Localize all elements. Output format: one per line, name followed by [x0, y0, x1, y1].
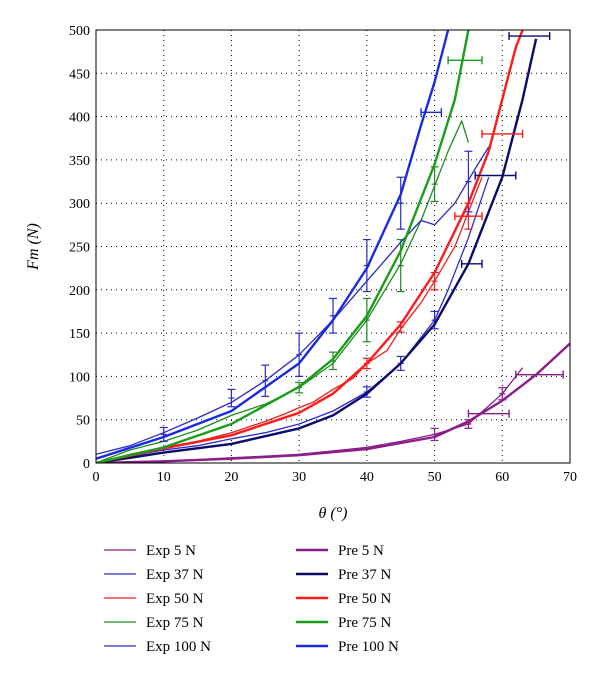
y-tick-label: 200: [69, 284, 90, 299]
series-line-pre-75-n: [96, 30, 470, 463]
series-line-pre-5-n: [96, 342, 570, 463]
h-error-bar-pre-37-n: [508, 32, 551, 41]
y-tick-label: 450: [69, 67, 90, 82]
series-line-exp-75-n: [96, 120, 470, 463]
legend-layer: Exp 5 N Exp 37 N Exp 50 N Exp 75 N Exp 100 N…: [104, 543, 399, 655]
error-bar-exp-100-n: [159, 426, 168, 442]
legend-label: Pre 75 N: [338, 615, 391, 631]
y-axis-label: Fm (N): [25, 223, 42, 271]
h-error-bar-pre-50-n: [454, 212, 483, 221]
error-bar-exp-100-n: [227, 388, 236, 408]
y-tick-label: 500: [69, 24, 90, 39]
error-bar-exp-100-n: [396, 176, 405, 230]
legend-item-pre-50-n: Pre 50 N: [296, 591, 391, 607]
y-tick-label: 250: [69, 241, 90, 256]
h-error-bar-pre-100-n: [420, 108, 443, 117]
legend-item-pre-100-n: Pre 100 N: [296, 639, 399, 655]
legend-label: Exp 5 N: [146, 543, 196, 559]
legend-label: Pre 37 N: [338, 567, 391, 583]
series-layer: [96, 30, 570, 463]
error-bar-exp-5-n: [430, 427, 439, 442]
y-tick-label: 100: [69, 370, 90, 385]
legend-label: Exp 75 N: [146, 615, 204, 631]
y-tick-label: 0: [83, 457, 90, 472]
legend-label: Pre 100 N: [338, 639, 399, 655]
x-tick-label: 10: [157, 470, 171, 485]
x-tick-label: 0: [93, 470, 100, 485]
y-tick-label: 350: [69, 154, 90, 169]
legend-item-exp-75-n: Exp 75 N: [104, 615, 204, 631]
plot-frame: [95, 29, 571, 464]
series-line-exp-37-n: [96, 176, 490, 463]
legend-label: Pre 5 N: [338, 543, 384, 559]
x-axis-label: θ (°): [319, 505, 348, 522]
series-line-exp-50-n: [96, 176, 483, 463]
h-error-bar-pre-5-n: [467, 409, 510, 418]
legend-label: Exp 50 N: [146, 591, 204, 607]
error-bar-exp-50-n: [430, 271, 439, 291]
series-line-pre-37-n: [96, 38, 538, 463]
x-tick-label: 20: [224, 470, 238, 485]
legend-item-pre-37-n: Pre 37 N: [296, 567, 391, 583]
h-error-bar-pre-75-n: [447, 56, 483, 65]
error-bar-exp-75-n: [396, 238, 405, 293]
y-tick-label: 50: [76, 414, 90, 429]
legend-item-exp-100-n: Exp 100 N: [104, 639, 211, 655]
y-tick-label: 300: [69, 197, 90, 212]
y-tick-label: 400: [69, 111, 90, 126]
series-line-exp-100-n: [96, 146, 490, 455]
axis-layer: 0 10 20 30 40 50 60 70 0 50 100 150 200 250 300 350 400 4…: [25, 24, 577, 522]
legend-item-pre-75-n: Pre 75 N: [296, 615, 391, 631]
x-tick-label: 70: [563, 470, 577, 485]
y-tick-label: 150: [69, 327, 90, 342]
legend-label: Pre 50 N: [338, 591, 391, 607]
series-line-pre-50-n: [96, 30, 524, 463]
legend-label: Exp 37 N: [146, 567, 204, 583]
error-bar-exp-100-n: [261, 364, 270, 397]
legend-item-exp-50-n: Exp 50 N: [104, 591, 204, 607]
x-tick-label: 60: [495, 470, 509, 485]
x-tick-label: 50: [428, 470, 442, 485]
h-error-bar-pre-37-n: [460, 259, 483, 268]
series-line-pre-100-n: [96, 30, 450, 460]
x-tick-label: 30: [292, 470, 306, 485]
legend-item-pre-5-n: Pre 5 N: [296, 543, 384, 559]
legend-item-exp-37-n: Exp 37 N: [104, 567, 204, 583]
error-bar-exp-100-n: [295, 332, 304, 377]
error-bar-exp-75-n: [329, 351, 337, 371]
h-error-bar-pre-5-n: [515, 370, 564, 379]
grid-layer: [96, 30, 570, 463]
legend-item-exp-5-n: Exp 5 N: [104, 543, 196, 559]
legend-label: Exp 100 N: [146, 639, 211, 655]
h-error-bar-pre-50-n: [481, 129, 524, 138]
h-error-bar-pre-37-n: [474, 171, 517, 180]
x-tick-label: 40: [360, 470, 374, 485]
